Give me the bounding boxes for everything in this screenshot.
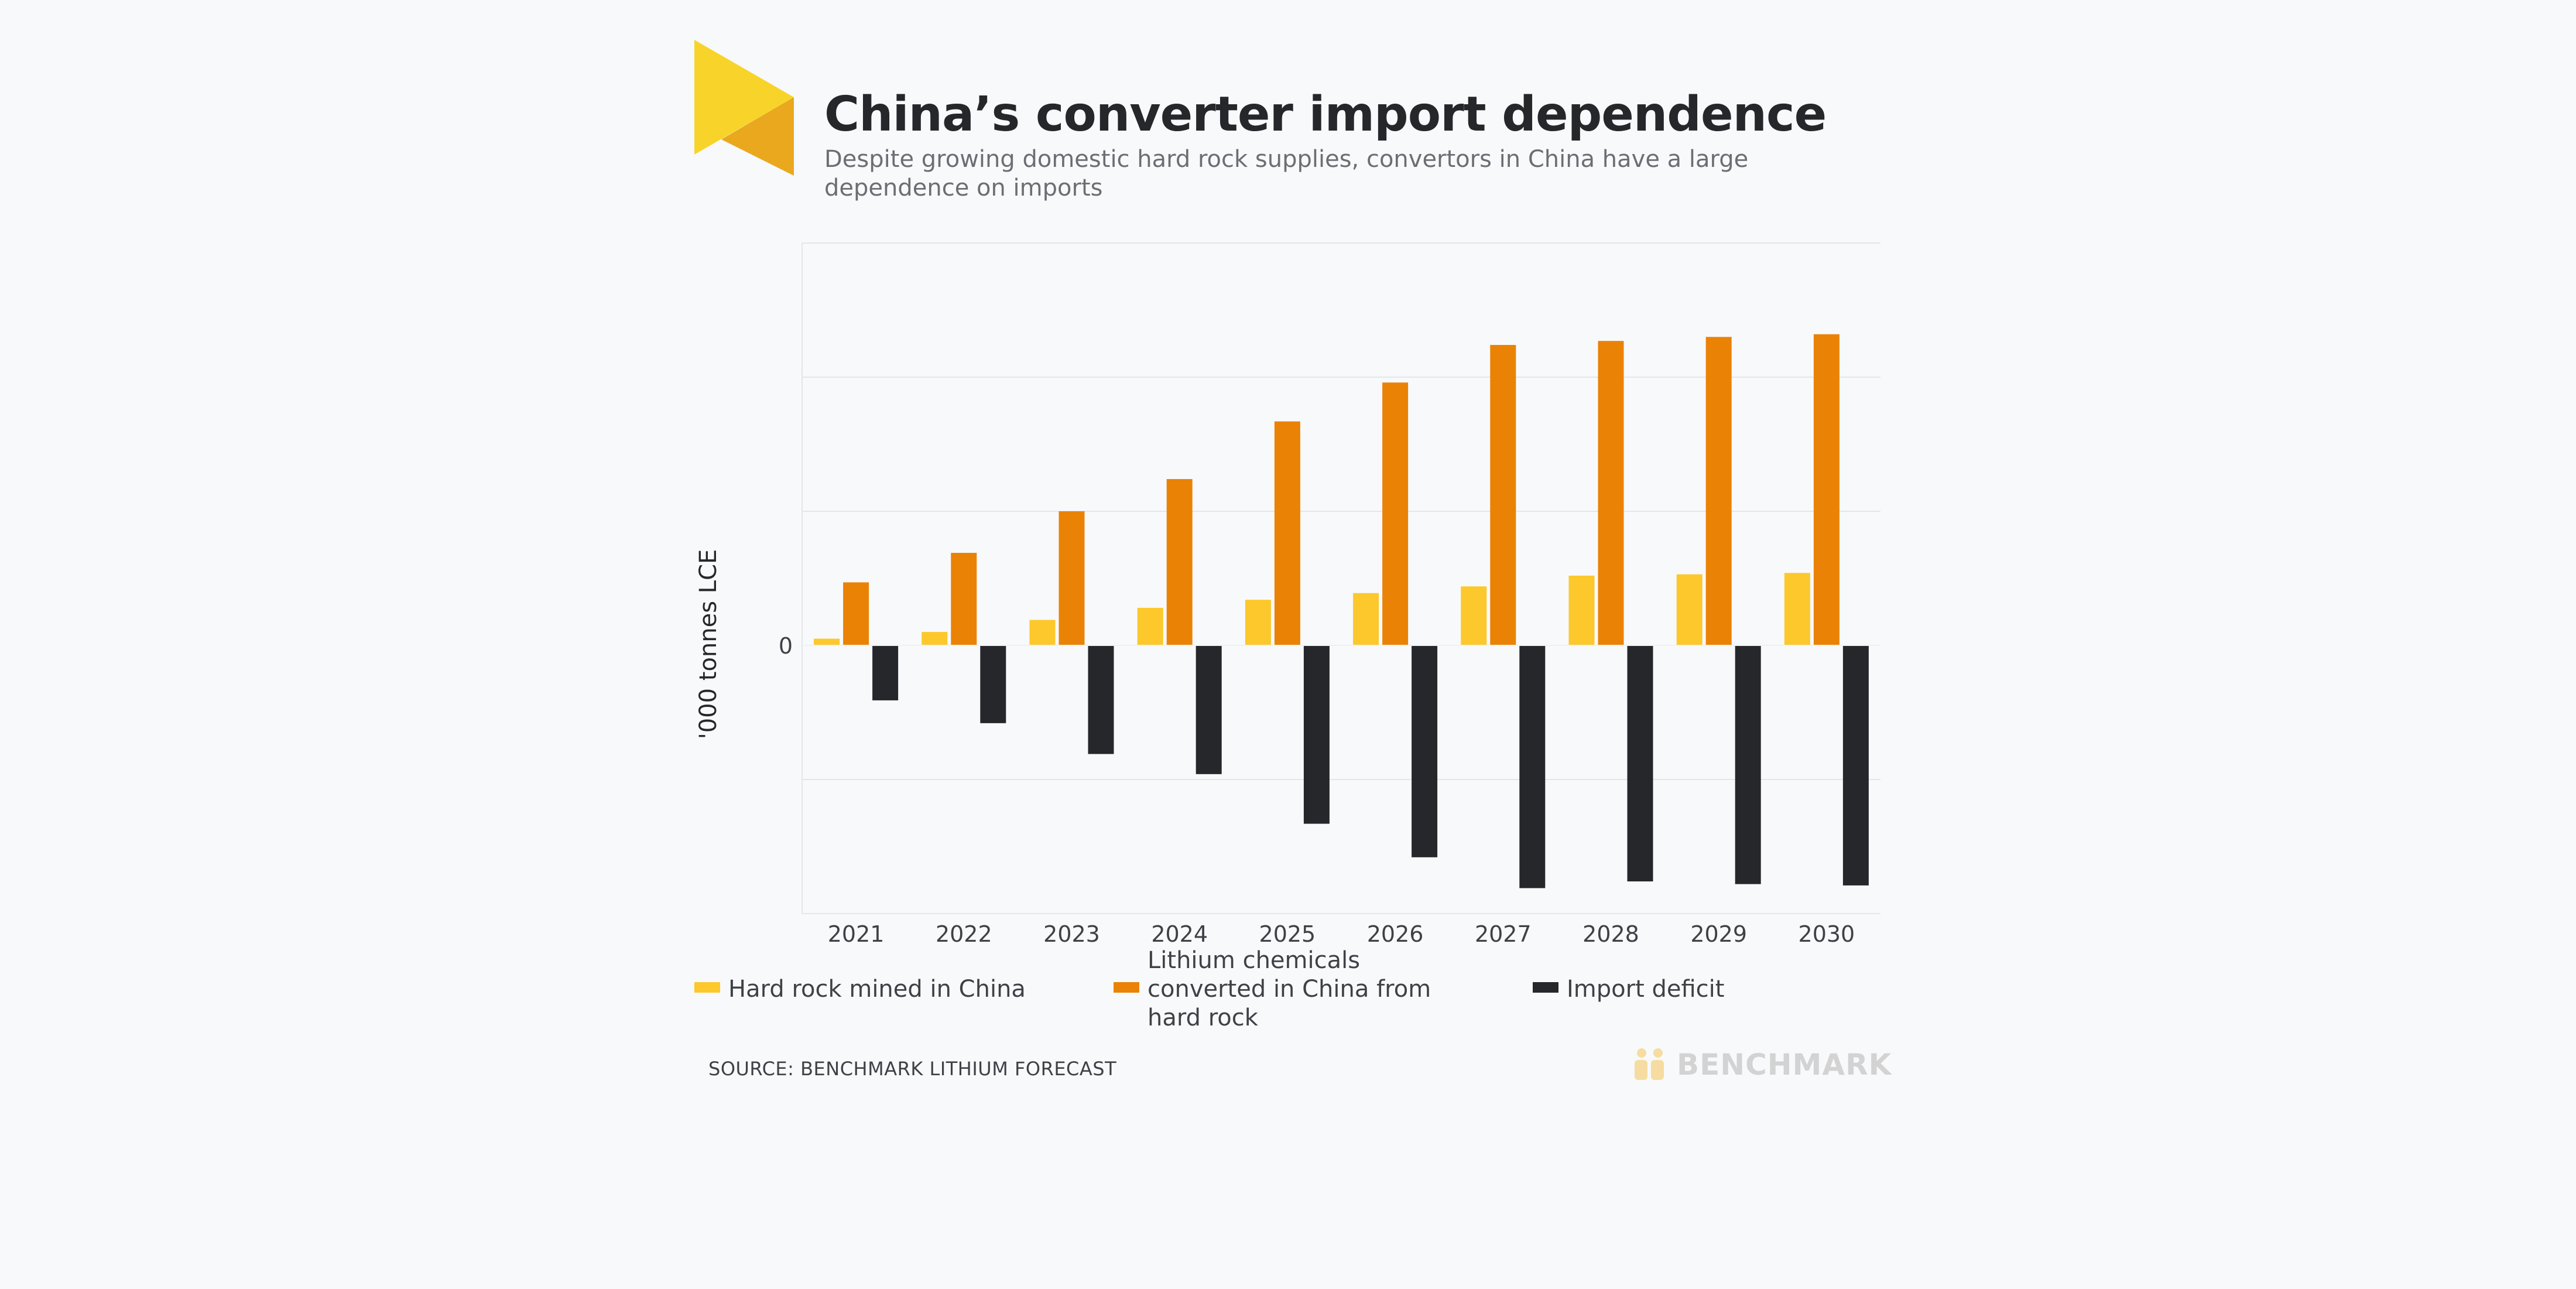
- legend-item-hard-rock: Hard rock mined in China: [694, 975, 1026, 1004]
- bar-import-deficit: [1412, 645, 1438, 857]
- bar-converted: [1813, 334, 1839, 645]
- bar-chart: 0 2021 2022 2023 2024 2025 2026 2027 2028 2029 203…: [779, 242, 1880, 947]
- x-tick-label: 2027: [1475, 921, 1532, 947]
- bar-import-deficit: [1735, 645, 1761, 884]
- bar-hard-rock: [922, 632, 948, 645]
- x-tick-label: 2030: [1799, 921, 1855, 947]
- benchmark-people-icon: [1635, 1048, 1664, 1080]
- bar-hard-rock: [1568, 575, 1595, 645]
- bar-hard-rock: [1676, 574, 1703, 645]
- bar-converted: [843, 582, 869, 645]
- bar-converted: [1705, 337, 1732, 645]
- benchmark-brand: BENCHMARK: [1631, 1047, 1892, 1082]
- bar-converted: [1059, 511, 1085, 645]
- x-tick-label: 2025: [1259, 921, 1316, 947]
- bar-converted: [1274, 421, 1300, 645]
- tick-labels: 0 2021 2022 2023 2024 2025 2026 2027 2028 2029 203…: [779, 633, 1855, 947]
- bar-import-deficit: [1088, 645, 1114, 754]
- legend-swatch-hard-rock: [694, 982, 720, 993]
- benchmark-triangle-logo: [694, 40, 794, 176]
- bar-import-deficit: [872, 645, 899, 700]
- x-tick-label: 2024: [1151, 921, 1208, 947]
- bar-hard-rock: [1353, 593, 1379, 645]
- bar-hard-rock: [1245, 600, 1271, 645]
- bar-import-deficit: [1195, 645, 1222, 774]
- bar-import-deficit: [1842, 645, 1869, 885]
- bar-hard-rock: [1784, 573, 1810, 645]
- x-tick-label: 2028: [1582, 921, 1639, 947]
- bar-import-deficit: [1303, 645, 1330, 824]
- x-tick-label: 2023: [1043, 921, 1100, 947]
- bar-import-deficit: [1627, 645, 1653, 882]
- legend-label-import-deficit: Import deficit: [1567, 976, 1725, 1003]
- x-tick-label: 2021: [828, 921, 885, 947]
- x-tick-label: 2026: [1367, 921, 1424, 947]
- legend-item-converted: Lithium chemicals converted in China fro…: [1114, 946, 1452, 1032]
- bar-hard-rock: [1137, 607, 1163, 645]
- bar-hard-rock: [1461, 586, 1487, 645]
- x-tick-label: 2022: [936, 921, 992, 947]
- bar-converted: [1598, 341, 1624, 645]
- source-note: SOURCE: BENCHMARK LITHIUM FORECAST: [708, 1058, 1117, 1080]
- bar-converted: [951, 552, 977, 645]
- x-tick-label: 2029: [1690, 921, 1747, 947]
- axes: [801, 243, 1880, 914]
- legend-item-import-deficit: Import deficit: [1533, 975, 1724, 1004]
- chart-title: China’s converter import dependence: [824, 87, 1827, 142]
- bar-converted: [1166, 479, 1193, 645]
- y-tick-label: 0: [779, 633, 793, 659]
- bar-import-deficit: [980, 645, 1006, 723]
- bar-hard-rock: [814, 638, 840, 645]
- legend-swatch-import-deficit: [1533, 982, 1558, 993]
- legend-label-converted: Lithium chemicals converted in China fro…: [1147, 947, 1431, 1031]
- benchmark-wordmark: BENCHMARK: [1677, 1048, 1892, 1082]
- bars: [814, 334, 1869, 888]
- legend-label-hard-rock: Hard rock mined in China: [728, 976, 1026, 1003]
- bar-converted: [1382, 382, 1409, 645]
- bar-hard-rock: [1029, 620, 1056, 645]
- legend-swatch-converted: [1114, 982, 1139, 993]
- chart-subtitle: Despite growing domestic hard rock suppl…: [824, 146, 1749, 201]
- bar-converted: [1490, 345, 1516, 645]
- grid-lines: [802, 242, 1880, 780]
- y-axis-label: '000 tonnes LCE: [695, 549, 722, 740]
- bar-import-deficit: [1519, 645, 1546, 888]
